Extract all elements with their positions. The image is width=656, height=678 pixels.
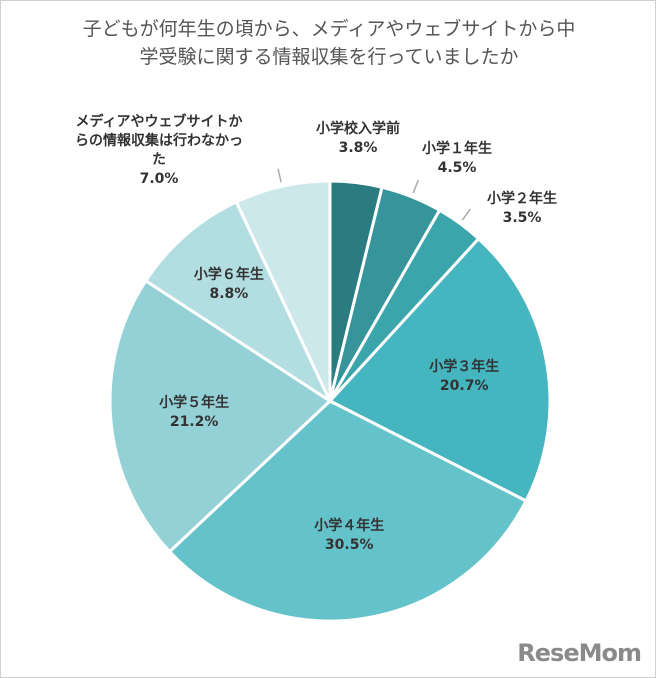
label-name: 小学校入学前 [316,121,400,137]
label-name: 小学２年生 [487,191,557,207]
pie-slice [108,278,333,554]
data-label: 小学校入学前 3.8% [316,120,400,158]
label-name: 小学５年生 [159,394,230,411]
label-value: 8.8% [209,285,249,302]
data-label: 小学４年生 30.5% [314,517,384,555]
label-value: 7.0% [139,171,179,187]
label-value: 20.7% [439,377,489,394]
data-label: 小学３年生 20.7% [429,358,499,396]
leader-line [277,168,282,183]
label-name: 小学１年生 [422,141,492,157]
leader-line [412,179,420,194]
data-label: 小学５年生 21.2% [159,394,229,432]
data-label: メディアやウェブサイトからの情報収集は行わなかった 7.0% [69,113,249,189]
label-name: メディアやウェブサイトからの情報収集は行わなかった [75,114,243,168]
logo: ReseMom [517,639,642,667]
label-value: 4.5% [437,160,477,176]
chart-title: 子どもが何年生の頃から、メディアやウェブサイトから中学受験に関する情報収集を行っ… [82,18,576,68]
label-name: 小学３年生 [429,358,500,375]
label-value: 3.8% [338,140,378,156]
label-value: 21.2% [169,413,219,430]
data-label: 小学６年生 8.8% [194,266,264,304]
label-value: 30.5% [324,537,374,554]
pie-slice [167,399,529,623]
pie-slice [327,236,552,503]
label-value: 3.5% [502,210,542,226]
pie-slice [143,199,334,406]
leader-line [461,208,472,221]
label-name: 小学４年生 [314,518,385,535]
pie-slice [234,179,332,402]
data-label: 小学１年生 4.5% [422,140,492,178]
data-label: 小学２年生 3.5% [487,190,557,228]
label-name: 小学６年生 [193,266,264,283]
